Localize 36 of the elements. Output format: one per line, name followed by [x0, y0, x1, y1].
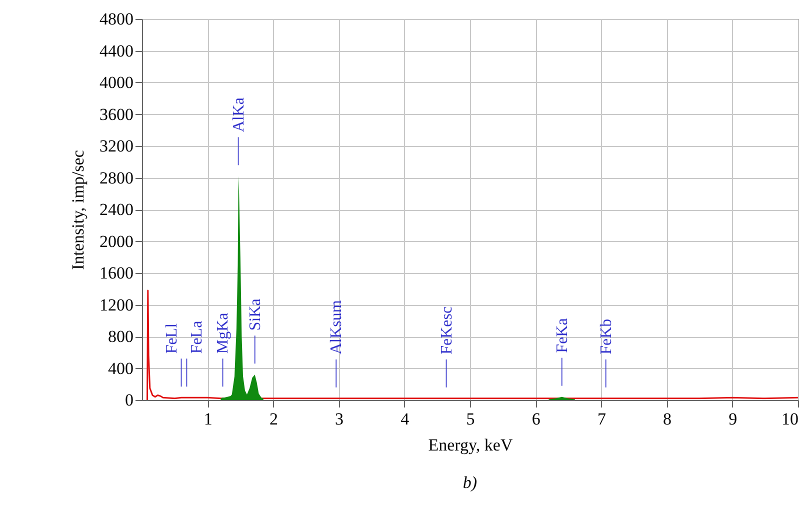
x-tick-label: 8 — [663, 410, 672, 428]
x-axis-title: Energy, keV — [428, 436, 514, 454]
x-tick-label: 2 — [269, 410, 278, 428]
y-tick-label: 1200 — [100, 295, 134, 314]
annotation: FeKesc — [438, 306, 456, 354]
y-tick-label: 400 — [108, 358, 134, 378]
annotation: FeKb — [598, 318, 615, 354]
y-tick-label: 2000 — [100, 232, 134, 251]
y-tick-label: 4400 — [100, 41, 134, 60]
x-tick-label: 7 — [597, 410, 606, 428]
y-axis-title: Intensity, imp/sec — [68, 150, 88, 270]
x-tick-label: 10 — [782, 410, 798, 428]
y-tick-label: 3200 — [100, 136, 134, 156]
annotation: FeLa — [188, 320, 206, 354]
line-series — [146, 290, 798, 400]
annotation: FeKa — [554, 318, 571, 353]
x-tick-label: 1 — [204, 410, 212, 428]
x-tick-label: 4 — [400, 410, 410, 428]
y-tick-label: 2400 — [100, 200, 134, 219]
annotation: AlKa — [230, 98, 248, 132]
annotation: FeLl — [163, 322, 180, 354]
annotation: SiKa — [246, 298, 264, 331]
text: b) — [462, 473, 478, 492]
y-tick-label: 4000 — [100, 73, 134, 92]
y-tick-label: 0 — [125, 390, 134, 410]
x-tick-label: 3 — [335, 410, 344, 428]
annotation: AlKsum — [328, 300, 346, 354]
y-tick-label: 3600 — [100, 104, 134, 124]
y-tick-label: 4800 — [100, 10, 134, 28]
y-tick-label: 800 — [108, 327, 134, 346]
x-tick-label: 6 — [532, 410, 540, 428]
x-tick-label: 5 — [466, 410, 475, 428]
x-tick-label: 9 — [728, 410, 738, 428]
y-tick-label: 1600 — [100, 264, 134, 282]
annotation: MgKa — [214, 312, 232, 354]
y-tick-label: 2800 — [100, 168, 134, 188]
